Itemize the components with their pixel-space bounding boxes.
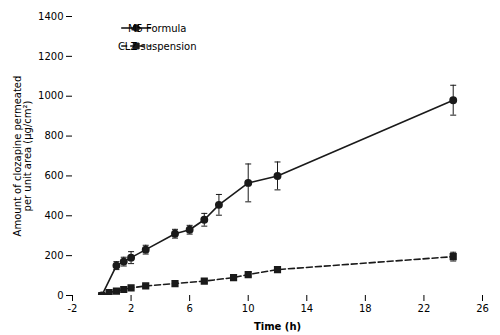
svg-text:1400: 1400 xyxy=(38,11,63,22)
svg-text:CLZ suspension: CLZ suspension xyxy=(118,41,197,52)
svg-text:1200: 1200 xyxy=(38,51,63,62)
svg-text:26: 26 xyxy=(476,303,489,314)
svg-text:400: 400 xyxy=(44,210,63,221)
svg-text:0: 0 xyxy=(57,290,63,301)
svg-text:-2: -2 xyxy=(68,303,78,314)
svg-text:14: 14 xyxy=(300,303,313,314)
svg-text:22: 22 xyxy=(418,303,431,314)
svg-text:Amount of clozapine permeatedp: Amount of clozapine permeatedper unit ar… xyxy=(12,76,33,237)
svg-text:800: 800 xyxy=(44,130,63,141)
svg-text:600: 600 xyxy=(44,170,63,181)
svg-text:6: 6 xyxy=(186,303,192,314)
svg-text:200: 200 xyxy=(44,250,63,261)
svg-text:Time (h): Time (h) xyxy=(254,321,301,332)
svg-text:18: 18 xyxy=(359,303,372,314)
svg-text:M5 Formula: M5 Formula xyxy=(128,23,187,34)
svg-text:10: 10 xyxy=(242,303,255,314)
svg-text:2: 2 xyxy=(128,303,134,314)
svg-text:1000: 1000 xyxy=(38,90,63,101)
